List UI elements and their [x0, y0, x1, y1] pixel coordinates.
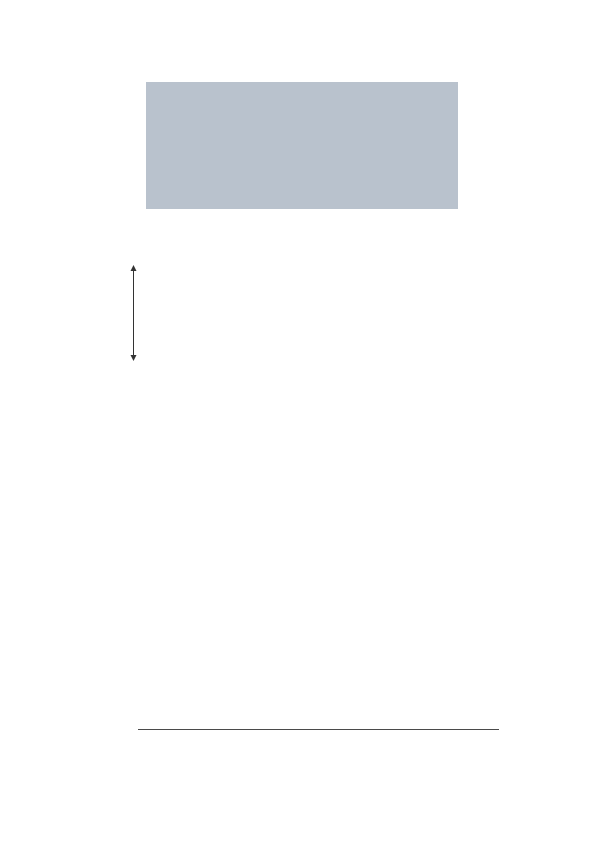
- sleep-wake-axis-line: [138, 729, 499, 730]
- cortisol-legend-swatch: [146, 233, 172, 235]
- day-night-gradient-band: [146, 82, 458, 209]
- accent-square: [7, 36, 19, 48]
- hormone-cycle-chart: [128, 70, 478, 245]
- melatonin-legend-swatch: [263, 233, 289, 235]
- hormone-curves: [146, 82, 458, 209]
- awareness-arrow-axis: [130, 265, 137, 361]
